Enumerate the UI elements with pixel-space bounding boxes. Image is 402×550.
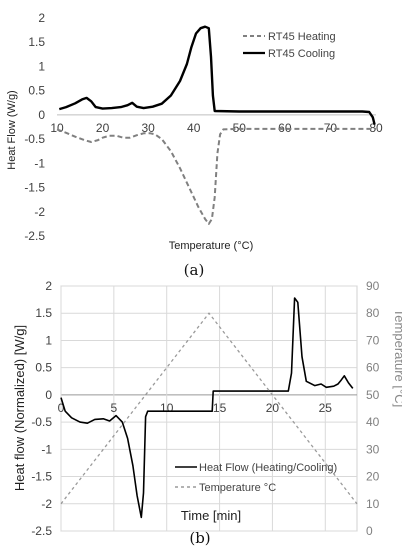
chart-b-x-tick-label: 20: [266, 401, 280, 415]
chart-b-x-tick-label: 25: [319, 401, 333, 415]
legend-cooling-label: RT45 Cooling: [268, 48, 335, 60]
chart-a: 2 1.5 1 0.5 0 -0.5 -1 -1.5 -2 -2.5 10 20 30 40 50 60 70 8…: [6, 11, 383, 279]
chart-a-y-tick-label: 0: [38, 108, 45, 122]
chart-a-x-axis-title: Temperature (°C): [169, 240, 253, 252]
chart-b-y2-tick-label: 30: [366, 442, 380, 456]
chart-b-y2-tick-label: 70: [366, 333, 380, 347]
chart-b-y-tick-label: -2.5: [31, 524, 52, 538]
chart-b-y2-tick-label: 80: [366, 306, 380, 320]
chart-b-y2-tick-label: 0: [366, 524, 373, 538]
chart-a-x-tick-label: 60: [278, 121, 292, 135]
chart-b-y2-tick-label: 50: [366, 388, 380, 402]
chart-a-x-tick-label: 40: [187, 121, 201, 135]
chart-b-y-tick-label: -0.5: [31, 415, 52, 429]
chart-b-x-tick-label: 15: [213, 401, 227, 415]
chart-b-y-tick-label: 1: [45, 333, 52, 347]
panel-label-a: (a): [184, 261, 205, 279]
chart-b-y2-tick-label: 10: [366, 497, 380, 511]
chart-a-legend: RT45 Heating RT45 Cooling: [243, 31, 336, 60]
chart-b-y-tick-label: -1: [41, 442, 52, 456]
chart-b-y2-tick-label: 20: [366, 470, 380, 484]
chart-a-x-tick-label: 10: [50, 121, 64, 135]
chart-b-x-tick-label: 5: [111, 401, 118, 415]
chart-a-y-tick-label: 2: [38, 11, 45, 25]
chart-b-series-line-heat-flow: [60, 297, 354, 519]
chart-b-x-tick-label: 10: [160, 401, 174, 415]
chart-a-y-axis-title: Heat Flow (W/g): [6, 90, 18, 169]
chart-b-y-tick-label: 0: [45, 388, 52, 402]
chart-a-y-tick-label: -1: [34, 156, 45, 170]
chart-b-y-tick-label: 0.5: [35, 361, 52, 375]
chart-a-tick-labels: 2 1.5 1 0.5 0 -0.5 -1 -1.5 -2 -2.5 10 20 30 40 50 60 70 8…: [24, 11, 383, 243]
chart-b-y-tick-label: -1.5: [31, 470, 52, 484]
chart-a-x-tick-label: 50: [233, 121, 247, 135]
chart-b-y-axis-title: Heat flow (Normalized) [W/g]: [12, 325, 27, 491]
chart-a-x-tick-label: 70: [324, 121, 338, 135]
chart-a-x-tick-label: 20: [96, 121, 110, 135]
chart-a-y-tick-label: -2: [34, 205, 45, 219]
chart-a-y-tick-label: -0.5: [24, 132, 45, 146]
chart-a-x-tick-label: 30: [141, 121, 155, 135]
chart-b-legend: Heat Flow (Heating/Cooling) Temperature …: [175, 462, 337, 494]
chart-a-y-tick-label: 0.5: [28, 84, 45, 98]
chart-b-y-tick-label: 2: [45, 279, 52, 293]
chart-b-x-tick-label: 0: [58, 401, 65, 415]
chart-a-y-tick-label: 1: [38, 59, 45, 73]
panel-label-b: (b): [189, 529, 210, 547]
legend-heating-label: RT45 Heating: [268, 31, 336, 43]
legend-heatflow-label: Heat Flow (Heating/Cooling): [199, 462, 337, 474]
chart-a-series-line-heating: [56, 127, 376, 225]
chart-b-series: [60, 297, 358, 519]
chart-b-series-line-temperature: [60, 312, 358, 505]
chart-a-y-tick-label: -1.5: [24, 181, 45, 195]
legend-temperature-label: Temperature °C: [199, 482, 276, 494]
chart-b-plot-border: [60, 285, 358, 532]
chart-a-y-tick-label: 1.5: [28, 35, 45, 49]
chart-b-y2-tick-label: 60: [366, 361, 380, 375]
chart-b-tick-labels: 21.510.50-0.5-1-1.5-2-2.5908070605040302…: [31, 279, 379, 538]
chart-a-x-tick-label: 80: [369, 121, 383, 135]
chart-b-y2-tick-label: 40: [366, 415, 380, 429]
chart-b-gridlines: [60, 285, 357, 532]
chart-b-y2-axis-title: Temperature [°C]: [392, 309, 402, 407]
chart-a-y-tick-label: -2.5: [24, 229, 45, 243]
chart-b-y-tick-label: 1.5: [35, 306, 52, 320]
chart-a-series-line-cooling: [58, 25, 376, 125]
chart-a-series: [56, 25, 376, 225]
chart-b: 21.510.50-0.5-1-1.5-2-2.5908070605040302…: [12, 279, 402, 547]
chart-b-y2-tick-label: 90: [366, 279, 380, 293]
chart-b-x-axis-title: Time [min]: [181, 508, 241, 523]
chart-b-y-tick-label: -2: [41, 497, 52, 511]
